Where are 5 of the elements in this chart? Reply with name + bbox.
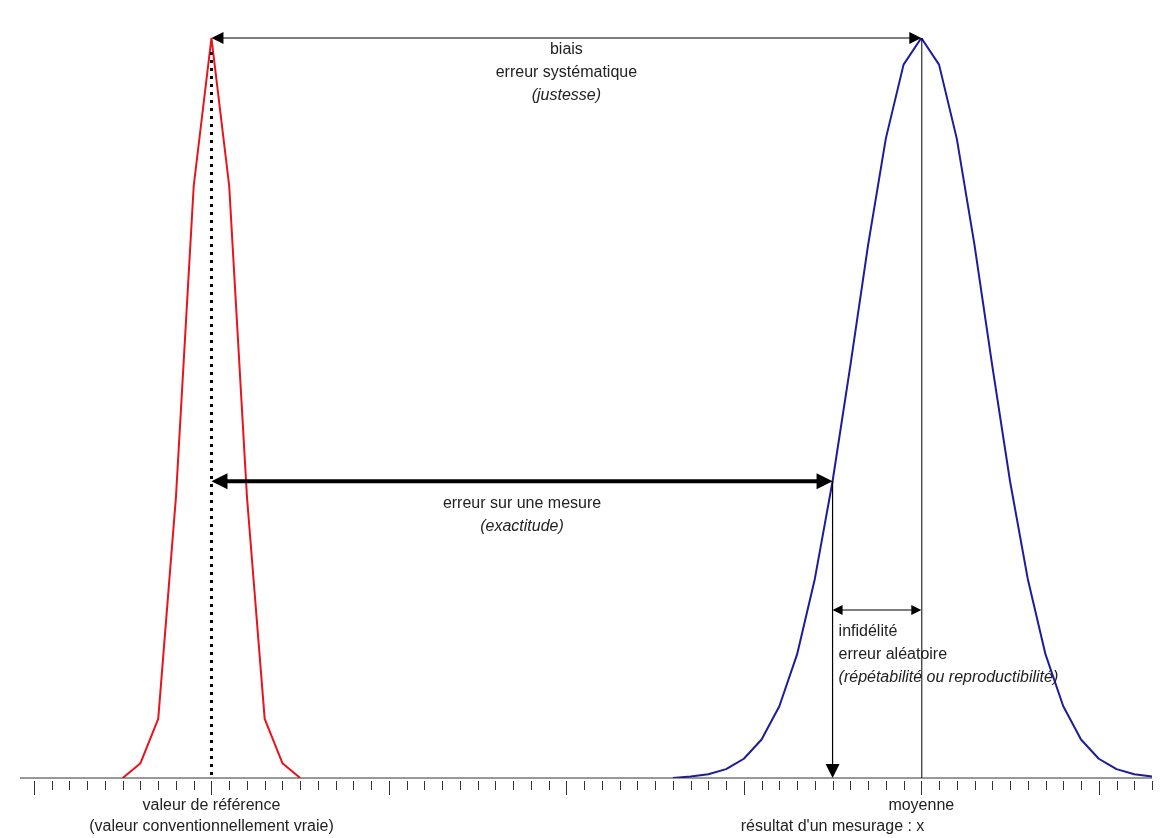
x-tick-label: moyenne	[888, 796, 955, 814]
annotation: biais erreur systématique (justesse)	[495, 40, 638, 104]
x-tick-label: valeur de référence (valeur conventionnellement vraie)	[89, 796, 334, 835]
annotation: erreur sur une mesure (exactitude)	[442, 493, 602, 534]
x-tick-label: résultat d'un mesurage : x	[740, 817, 925, 835]
